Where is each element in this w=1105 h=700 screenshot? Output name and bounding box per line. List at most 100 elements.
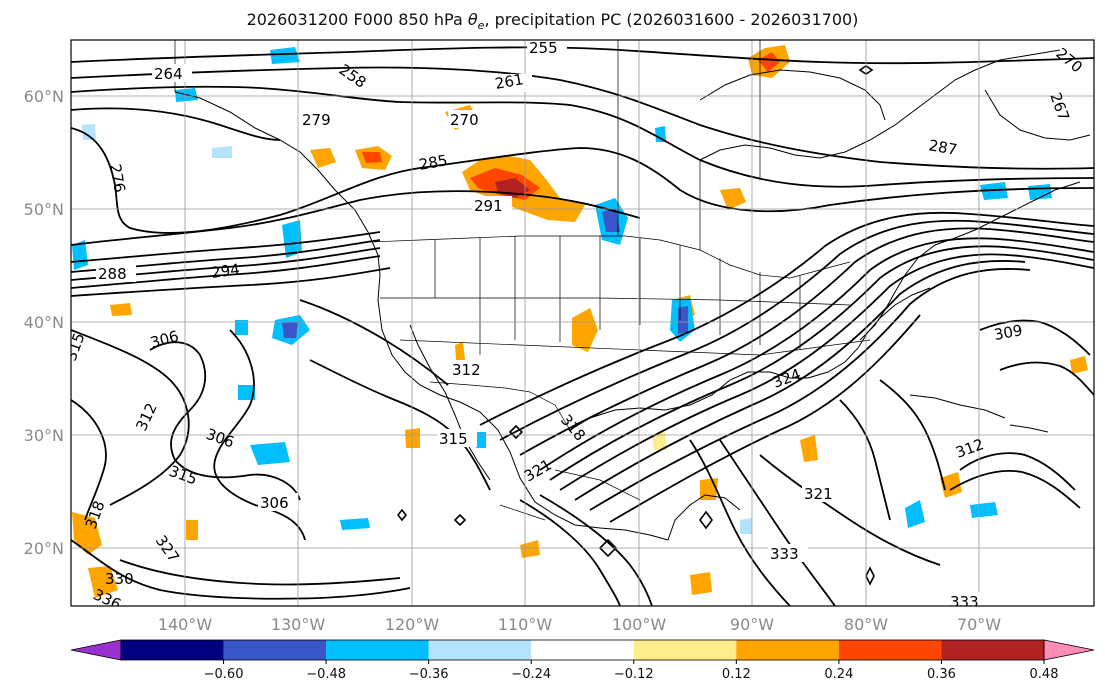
contour-line bbox=[71, 267, 391, 297]
contour-line bbox=[71, 107, 281, 141]
contour-line bbox=[539, 494, 653, 606]
gridlines bbox=[71, 40, 1094, 606]
lon-label: 130°W bbox=[271, 615, 326, 634]
precip-patch bbox=[212, 146, 232, 158]
title-var: θ bbox=[467, 10, 478, 29]
contour-line bbox=[71, 85, 1094, 188]
contour-label: 333 bbox=[950, 593, 979, 611]
contour-line bbox=[119, 559, 401, 586]
lat-label: 30°N bbox=[24, 426, 64, 445]
precip-patch bbox=[310, 148, 336, 168]
lon-label: 80°W bbox=[844, 615, 888, 634]
contour-line bbox=[689, 439, 791, 606]
lon-label: 100°W bbox=[612, 615, 667, 634]
colorbar-tick-label: 0.36 bbox=[927, 667, 956, 682]
contour-line bbox=[759, 454, 941, 566]
contour-loop bbox=[865, 566, 875, 586]
contour-loop bbox=[858, 65, 874, 75]
precip-patch bbox=[405, 428, 420, 448]
precip-patch bbox=[652, 432, 667, 450]
precip-patch bbox=[235, 320, 248, 335]
title-var-sub: e bbox=[477, 19, 485, 33]
precip-patch bbox=[72, 240, 88, 270]
contour-line bbox=[519, 499, 621, 606]
precip-patch bbox=[655, 126, 666, 142]
cuba-coast bbox=[909, 394, 1006, 419]
contour-line bbox=[149, 341, 301, 501]
precip-patch bbox=[476, 432, 486, 448]
colorbar-extend-low bbox=[70, 639, 122, 661]
colorbar-bin bbox=[736, 640, 839, 660]
lat-label: 60°N bbox=[24, 87, 64, 106]
precip-patch bbox=[110, 303, 132, 316]
contour-line bbox=[71, 539, 411, 600]
colorbar-extend-high bbox=[1043, 639, 1095, 661]
title-suffix: , precipitation PC (2026031600 - 2026031… bbox=[484, 10, 859, 29]
contour-label: 312 bbox=[452, 361, 481, 379]
colorbar-tick-label: −0.36 bbox=[409, 667, 449, 682]
contour-label: 315 bbox=[439, 430, 468, 448]
northern-coast bbox=[699, 69, 886, 121]
contour-line bbox=[71, 190, 641, 246]
precip-patch bbox=[186, 520, 198, 540]
colorbar-bin bbox=[428, 640, 532, 660]
colorbar-tick-label: 0.24 bbox=[824, 667, 853, 682]
contour-loop bbox=[396, 508, 408, 522]
lat-label: 40°N bbox=[24, 313, 64, 332]
lat-labels: 60°N 50°N 40°N 30°N 20°N bbox=[24, 87, 64, 558]
precip-patch bbox=[602, 208, 620, 232]
coastlines bbox=[174, 49, 1091, 541]
colorbar-bin bbox=[838, 640, 942, 660]
precip-patch bbox=[800, 435, 818, 462]
contour-line bbox=[609, 314, 921, 523]
precip-patch bbox=[250, 442, 290, 465]
contour-loop bbox=[699, 510, 713, 530]
precip-patch bbox=[740, 518, 752, 534]
contour-line bbox=[71, 46, 1094, 65]
labrador-coast bbox=[984, 89, 1091, 141]
contour-loop bbox=[508, 424, 524, 440]
colorbar-bin bbox=[531, 640, 634, 660]
lon-label: 110°W bbox=[498, 615, 553, 634]
contour-line bbox=[499, 219, 1094, 441]
colorbar: −0.60 −0.48 −0.36 −0.24 −0.12 0.12 0.24 0.36 0.4… bbox=[70, 639, 1095, 682]
contour-label: 330 bbox=[105, 570, 134, 588]
map-frame bbox=[70, 39, 1095, 607]
precip-patch bbox=[282, 220, 302, 258]
contour-line bbox=[589, 268, 1031, 511]
contour-label: 287 bbox=[927, 136, 958, 159]
lat-label: 50°N bbox=[24, 200, 64, 219]
precip-patch bbox=[720, 188, 746, 210]
pacific-coast bbox=[174, 91, 669, 541]
lat-label: 20°N bbox=[24, 539, 64, 558]
contour-label: 285 bbox=[418, 151, 449, 174]
precip-patch bbox=[690, 572, 712, 595]
lon-label: 70°W bbox=[957, 615, 1001, 634]
mexico-states bbox=[499, 469, 641, 521]
colorbar-tick-label: −0.12 bbox=[614, 667, 654, 682]
precip-patch bbox=[88, 566, 118, 598]
contour-line bbox=[479, 211, 1094, 426]
contour-line bbox=[299, 299, 449, 386]
precip-patch bbox=[940, 472, 962, 498]
title-prefix: 2026031200 F000 850 hPa bbox=[246, 10, 468, 29]
precip-patch bbox=[270, 47, 300, 64]
lon-label: 140°W bbox=[158, 615, 213, 634]
colorbar-bin bbox=[941, 640, 1044, 660]
precip-patch bbox=[72, 512, 102, 555]
contour-label: 309 bbox=[993, 321, 1024, 344]
precip-patch bbox=[678, 306, 688, 334]
colorbar-bin bbox=[223, 640, 327, 660]
contour-line bbox=[213, 329, 306, 541]
contour-label: 291 bbox=[474, 197, 503, 215]
yucatan-coast bbox=[667, 494, 741, 541]
precip-patch bbox=[282, 322, 298, 338]
contour-label: 255 bbox=[529, 39, 558, 57]
contour-line bbox=[559, 253, 1094, 491]
lon-label: 120°W bbox=[385, 615, 440, 634]
colorbar-frame bbox=[120, 639, 1045, 661]
colorbar-tick-label: 0.48 bbox=[1030, 667, 1059, 682]
contour-label: 288 bbox=[98, 265, 127, 283]
precip-patch bbox=[238, 385, 255, 400]
colorbar-tick-label: 0.12 bbox=[722, 667, 751, 682]
